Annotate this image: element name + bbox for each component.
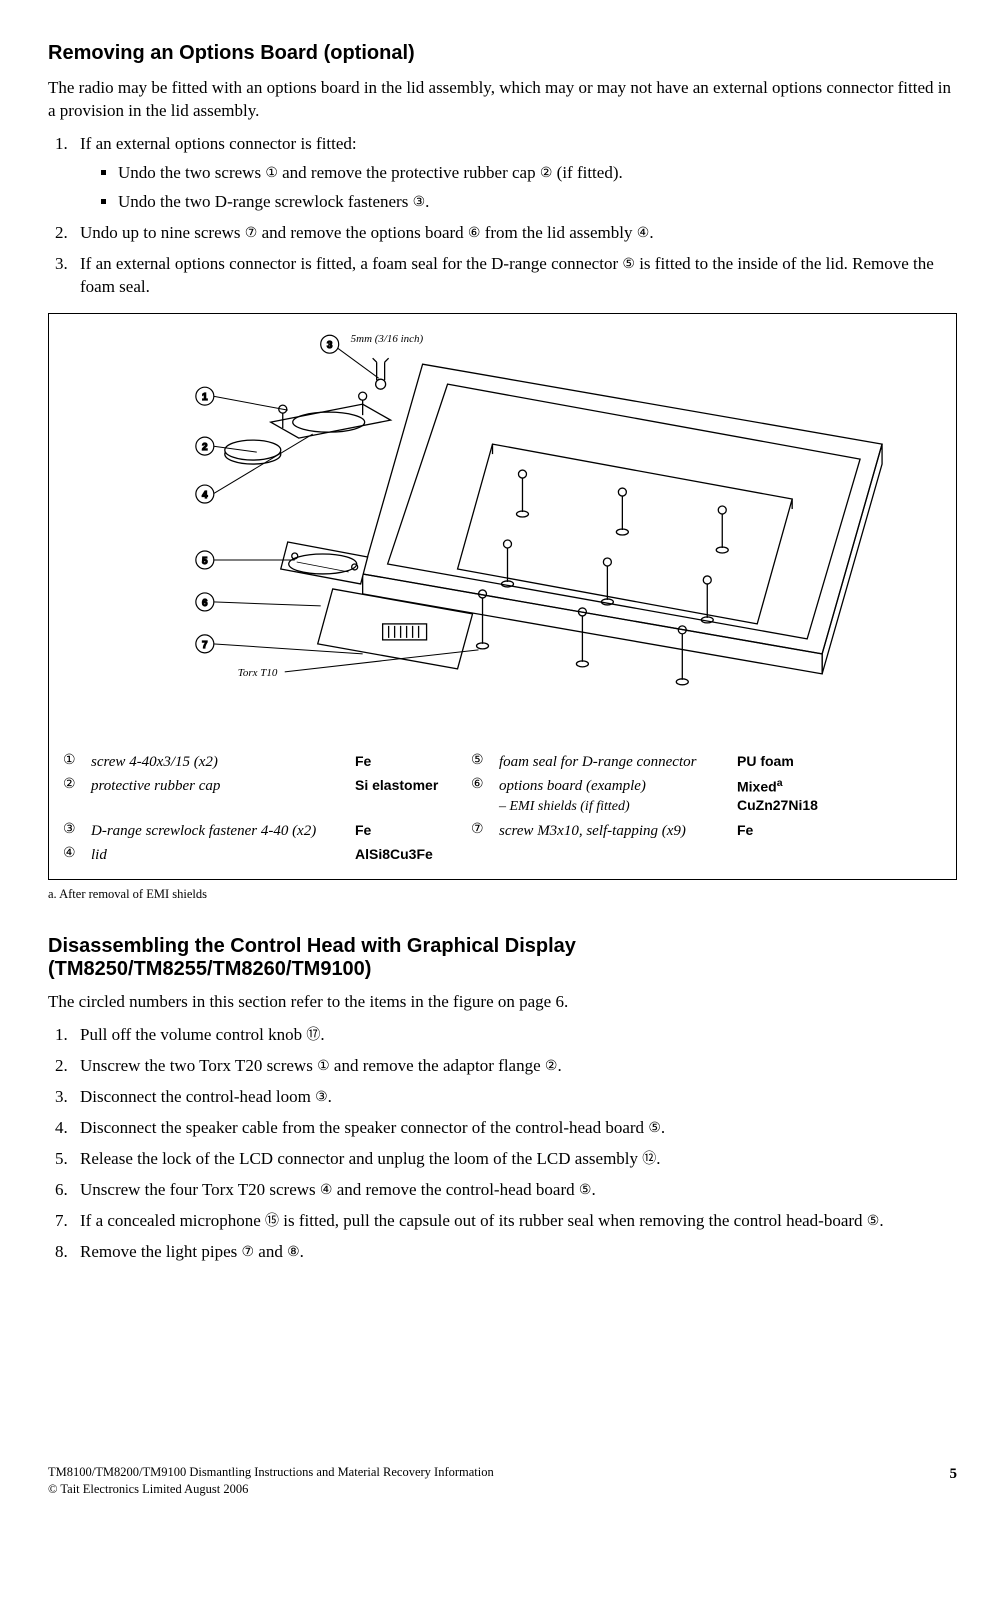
circled-6: ⑥ [468,225,481,244]
legend-num: ① [63,753,76,768]
svg-text:5: 5 [202,555,208,566]
s2-step3: Disconnect the control-head loom ③. [72,1086,957,1109]
circled-7: ⑦ [245,225,258,244]
section1-steps: If an external options connector is fitt… [48,133,957,299]
circled-4: ④ [637,225,650,244]
footnote-a: a. After removal of EMI shields [48,886,957,903]
s2-step2: Unscrew the two Torx T20 screws ① and re… [72,1055,957,1078]
circled-15: ⑮ [265,1213,279,1232]
legend-row: ① screw 4-40x3/15 (x2) Fe ⑤ foam seal fo… [63,750,942,774]
circled-3: ③ [413,194,426,213]
section2-intro: The circled numbers in this section refe… [48,991,957,1014]
page-number: 5 [950,1464,958,1498]
circled-17: ⑰ [306,1027,320,1046]
step-3: If an external options connector is fitt… [72,253,957,299]
dim-label: 5mm (3/16 inch) [351,333,424,345]
svg-text:4: 4 [202,490,208,501]
torx-label: Torx T10 [238,666,278,678]
section2-title: Disassembling the Control Head with Grap… [48,935,957,981]
circled-5: ⑤ [622,256,635,275]
section2-steps: Pull off the volume control knob ⑰. Unsc… [48,1024,957,1264]
svg-text:3: 3 [327,340,333,351]
circled-1: ① [265,165,278,184]
step1b: Undo the two D-range screwlock fasteners… [118,191,957,214]
s2-step4: Disconnect the speaker cable from the sp… [72,1117,957,1140]
step-1: If an external options connector is fitt… [72,133,957,214]
svg-text:7: 7 [202,639,208,650]
s2-step6: Unscrew the four Torx T20 screws ④ and r… [72,1179,957,1202]
section1-title: Removing an Options Board (optional) [48,40,957,67]
s2-step8: Remove the light pipes ⑦ and ⑧. [72,1241,957,1264]
svg-text:1: 1 [202,392,208,403]
circled-2: ② [540,165,553,184]
svg-text:2: 2 [202,442,208,453]
s2-step7: If a concealed microphone ⑮ is fitted, p… [72,1210,957,1233]
step1-text: If an external options connector is fitt… [80,134,357,153]
footer-left: TM8100/TM8200/TM9100 Dismantling Instruc… [48,1464,494,1498]
figure-box: 1 2 4 5 6 7 3 5mm (3/16 inch) Torx T10 ①… [48,313,957,881]
circled-8: ⑧ [287,1244,300,1263]
section1-intro: The radio may be fitted with an options … [48,77,957,123]
s2-step1: Pull off the volume control knob ⑰. [72,1024,957,1047]
step-2: Undo up to nine screws ⑦ and remove the … [72,222,957,245]
circled-12: ⑫ [642,1151,656,1170]
legend-row: ③ D-range screwlock fastener 4-40 (x2) F… [63,819,942,843]
step1a: Undo the two screws ① and remove the pro… [118,162,957,185]
legend-row: ④ lid AlSi8Cu3Fe [63,843,942,867]
page-footer: TM8100/TM8200/TM9100 Dismantling Instruc… [48,1464,957,1498]
exploded-diagram: 1 2 4 5 6 7 3 5mm (3/16 inch) Torx T10 [63,324,942,744]
s2-step5: Release the lock of the LCD connector an… [72,1148,957,1171]
legend-row: ② protective rubber cap Si elastomer ⑥ o… [63,774,942,819]
svg-text:6: 6 [202,597,208,608]
step1-substeps: Undo the two screws ① and remove the pro… [80,162,957,214]
legend-table: ① screw 4-40x3/15 (x2) Fe ⑤ foam seal fo… [63,750,942,868]
